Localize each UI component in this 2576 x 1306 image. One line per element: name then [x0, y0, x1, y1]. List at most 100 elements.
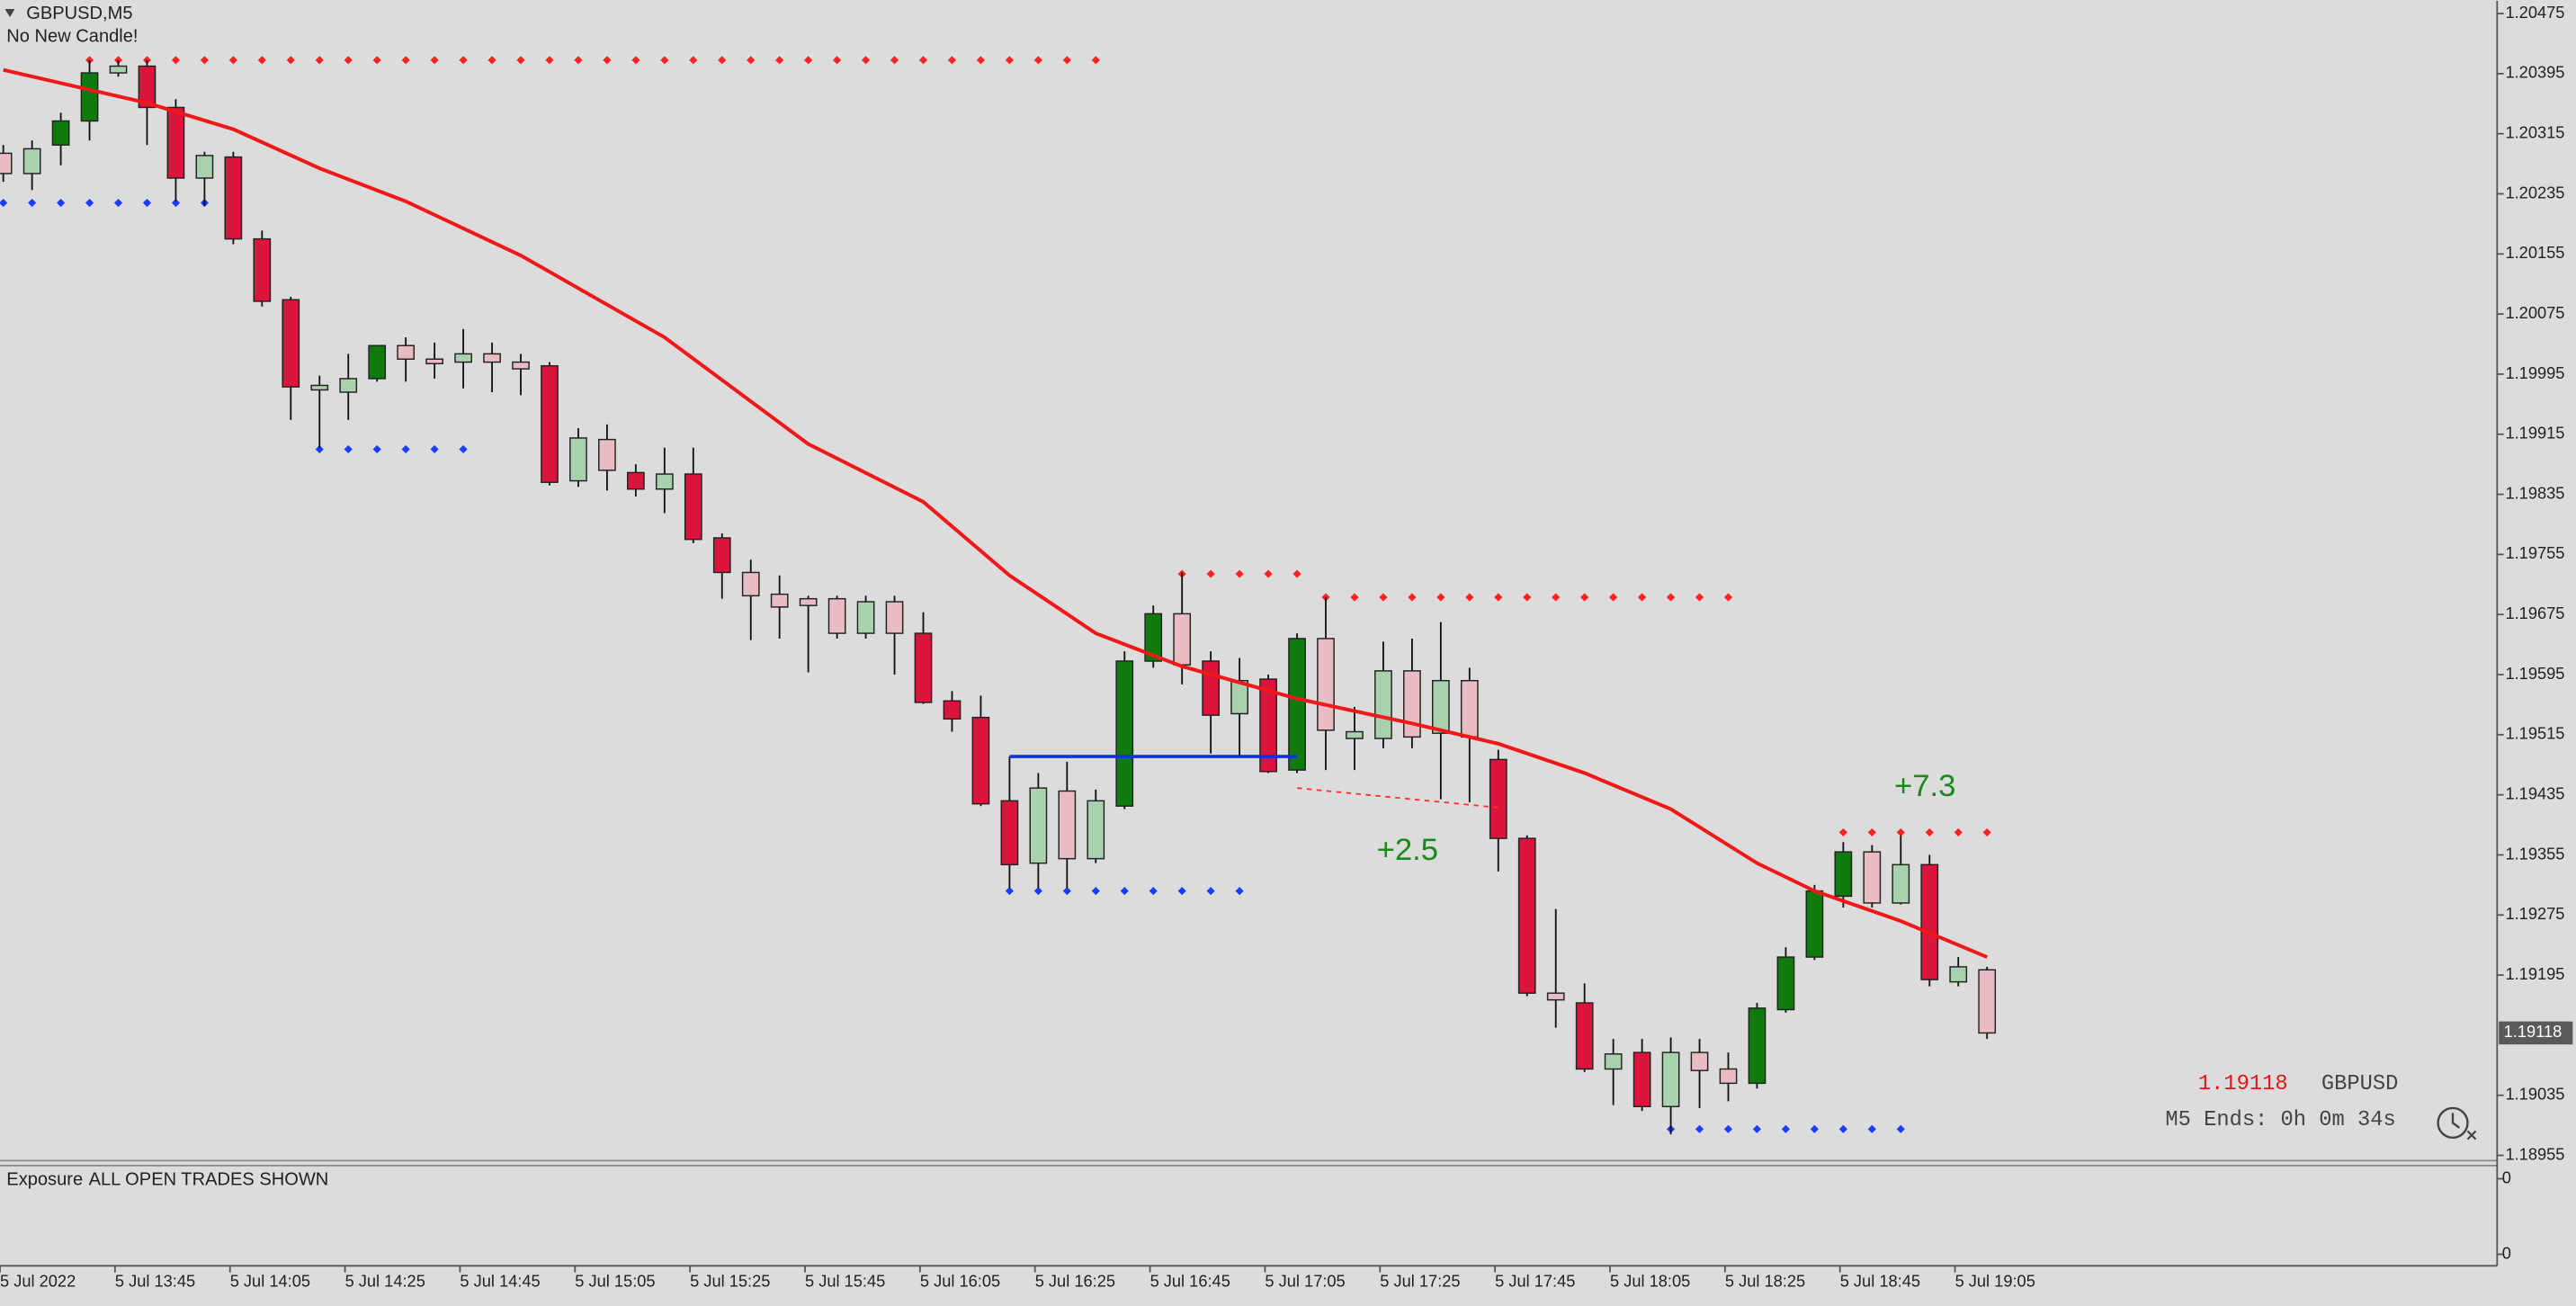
profit-label: +7.3: [1894, 769, 1955, 803]
y-tick-label: 1.19595: [2505, 664, 2564, 683]
candle-body: [224, 156, 243, 240]
candle-body: [1259, 678, 1277, 773]
candle-body: [425, 358, 443, 364]
level-dot: [1954, 827, 1963, 836]
candle-body: [1346, 730, 1364, 739]
x-tick-label: 5 Jul 16:45: [1150, 1271, 1230, 1290]
candle-body: [1115, 660, 1134, 807]
y-tick-label: 1.19995: [2505, 363, 2564, 382]
level-dot: [1695, 1124, 1704, 1133]
level-dot: [228, 56, 237, 65]
level-dot: [200, 56, 209, 65]
y-tick-label: 1.20235: [2505, 183, 2564, 201]
level-dot: [1638, 593, 1647, 602]
level-dot: [0, 198, 8, 208]
candle-body: [914, 632, 933, 703]
candle-body: [770, 593, 789, 608]
x-tick-label: 5 Jul 16:05: [920, 1271, 1000, 1290]
level-dot: [918, 56, 928, 65]
y-tick-label: 1.19675: [2505, 604, 2564, 622]
y-tick-label: 1.18955: [2505, 1144, 2564, 1163]
x-tick-label: 5 Jul 18:25: [1725, 1271, 1805, 1290]
candle-body: [827, 597, 846, 634]
x-tick-label: 5 Jul 18:05: [1610, 1271, 1690, 1290]
y-tick-label: 1.20075: [2505, 303, 2564, 322]
y-tick-label: 1.19035: [2505, 1085, 2564, 1104]
level-dot: [1091, 56, 1100, 65]
level-dot: [28, 198, 37, 208]
level-dot: [1177, 886, 1186, 896]
level-dot: [1494, 593, 1503, 602]
level-dot: [344, 56, 353, 65]
level-dot: [401, 444, 410, 454]
level-dot: [833, 56, 842, 65]
level-dot: [1896, 827, 1905, 836]
candle-body: [655, 473, 674, 490]
y-tick-label: 1.19435: [2505, 783, 2564, 802]
candle-body: [195, 155, 214, 179]
status-label: No New Candle!: [6, 26, 138, 46]
level-dot: [430, 444, 439, 454]
candle-body: [339, 378, 358, 393]
level-dot: [631, 56, 640, 65]
x-tick-label: 5 Jul 15:05: [575, 1271, 655, 1290]
level-dot: [1033, 56, 1042, 65]
level-dot: [315, 56, 324, 65]
candle-body: [1776, 956, 1795, 1011]
y-tick-label: 1.20395: [2505, 63, 2564, 82]
x-tick-label: 5 Jul 17:25: [1380, 1271, 1460, 1290]
candle-body: [1748, 1007, 1767, 1085]
x-tick-label: 5 Jul 15:45: [805, 1271, 885, 1290]
level-dot: [1896, 1124, 1905, 1133]
x-tick-label: 5 Jul 17:05: [1265, 1271, 1345, 1290]
candle-body: [454, 353, 472, 363]
candle-body: [1920, 863, 1939, 980]
x-tick-label: 5 Jul 15:25: [690, 1271, 770, 1290]
level-dot: [1033, 886, 1042, 896]
x-tick-label: 5 Jul 14:45: [460, 1271, 540, 1290]
candle-body: [138, 65, 157, 109]
level-dot: [1005, 886, 1014, 896]
candle-body: [1173, 613, 1192, 666]
candle-body: [1892, 863, 1910, 904]
level-dot: [459, 56, 468, 65]
candle-body: [1087, 800, 1105, 860]
candle-body: [741, 571, 760, 597]
level-dot: [459, 444, 468, 454]
level-dot: [1580, 593, 1589, 602]
level-dot: [430, 56, 439, 65]
level-dot: [1465, 593, 1474, 602]
level-dot: [57, 198, 66, 208]
level-dot: [1206, 569, 1215, 578]
candle-body: [1690, 1051, 1709, 1071]
level-dot: [603, 56, 612, 65]
level-dot: [1235, 886, 1244, 896]
candle-body: [712, 537, 731, 574]
candle-timer: M5 Ends: 0h 0m 34s: [2165, 1108, 2395, 1132]
candles: [0, 59, 1997, 1135]
level-dot: [315, 444, 324, 454]
level-dot: [113, 198, 123, 208]
candle-body: [253, 237, 272, 302]
level-dot: [1350, 593, 1359, 602]
level: [1321, 593, 1733, 602]
candle-body: [310, 384, 329, 391]
candle-body: [1029, 787, 1048, 864]
y-tick-label: 1.19515: [2505, 724, 2564, 743]
candle-body: [22, 148, 41, 174]
level-dot: [574, 56, 583, 65]
candle-body: [856, 601, 875, 634]
x-tick-label: 5 Jul 14:05: [230, 1271, 310, 1290]
level-dot: [1667, 593, 1676, 602]
candle-body: [1575, 1002, 1594, 1070]
menu-arrow[interactable]: [4, 9, 15, 18]
candle-body: [397, 344, 416, 360]
level-dot: [1838, 1124, 1847, 1133]
level-dot: [947, 56, 957, 65]
candle-body: [1058, 790, 1077, 860]
level-dot: [1867, 1124, 1876, 1133]
y-tick-label: 1.19835: [2505, 483, 2564, 502]
level-dot: [1005, 56, 1014, 65]
